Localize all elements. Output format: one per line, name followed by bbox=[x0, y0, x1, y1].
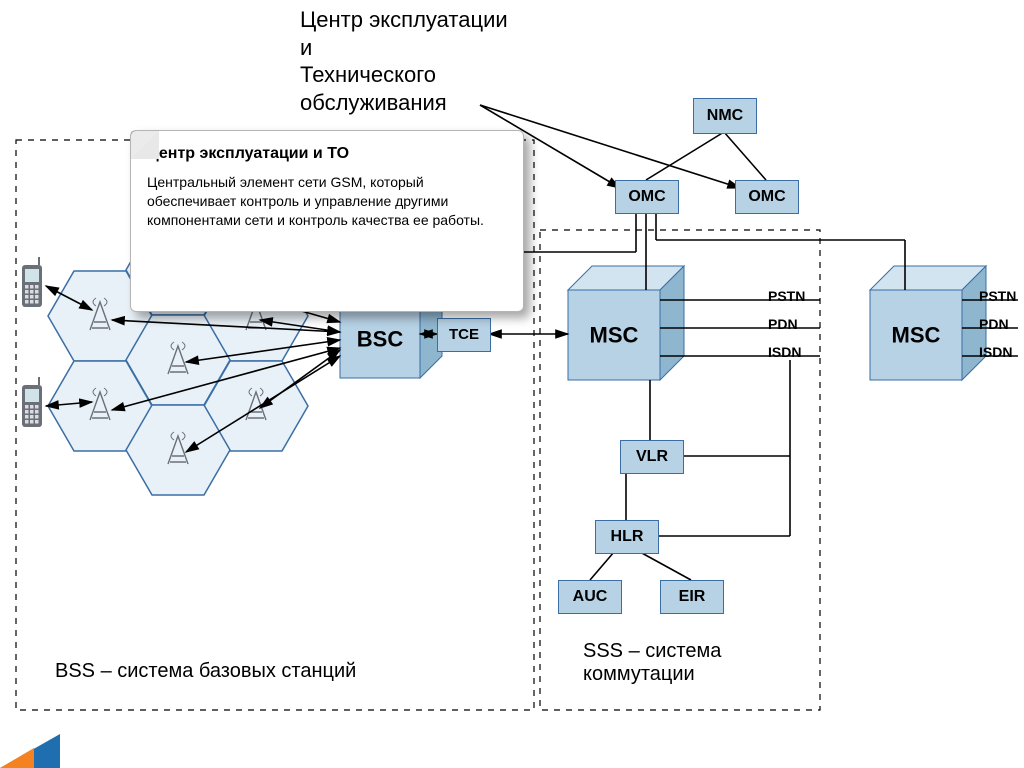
eir-box: EIR bbox=[660, 580, 724, 614]
diagram-title: Центр эксплуатациииТехническогообслужива… bbox=[300, 6, 508, 116]
svg-text:MSC: MSC bbox=[892, 322, 941, 347]
callout-body: Центральный элемент сети GSM, который об… bbox=[147, 173, 507, 230]
svg-layer: BSC MSC MSC bbox=[0, 0, 1024, 768]
net-label: PDN bbox=[768, 316, 798, 332]
net-label: ISDN bbox=[979, 344, 1012, 360]
nmc-box: NMC bbox=[693, 98, 757, 134]
omc-box-2: OMC bbox=[735, 180, 799, 214]
diagram-stage: { "canvas": { "width": 1024, "height": 7… bbox=[0, 0, 1024, 768]
net-label: PDN bbox=[979, 316, 1009, 332]
svg-text:MSC: MSC bbox=[590, 322, 639, 347]
slide-corner-orange-icon bbox=[0, 748, 34, 768]
net-label: ISDN bbox=[768, 344, 801, 360]
dogear-shadow-icon bbox=[131, 131, 159, 159]
vlr-label: VLR bbox=[636, 441, 668, 473]
callout-heading: Центр эксплуатации и ТО bbox=[147, 145, 507, 163]
tce-box: TCE bbox=[437, 318, 491, 352]
callout-note: Центр эксплуатации и ТО Центральный элем… bbox=[130, 130, 524, 312]
hlr-label: HLR bbox=[611, 521, 644, 553]
sss-region-label: SSS – системакоммутации bbox=[583, 640, 721, 686]
omc2-label: OMC bbox=[748, 181, 785, 213]
auc-label: AUC bbox=[573, 581, 608, 613]
bss-region-label: BSS – система базовых станций bbox=[55, 660, 356, 683]
auc-box: AUC bbox=[558, 580, 622, 614]
eir-label: EIR bbox=[679, 581, 706, 613]
hlr-box: HLR bbox=[595, 520, 659, 554]
omc-box-1: OMC bbox=[615, 180, 679, 214]
tce-label: TCE bbox=[449, 319, 479, 351]
svg-text:BSC: BSC bbox=[357, 326, 404, 351]
net-label: PSTN bbox=[979, 288, 1016, 304]
omc1-label: OMC bbox=[628, 181, 665, 213]
net-label: PSTN bbox=[768, 288, 805, 304]
vlr-box: VLR bbox=[620, 440, 684, 474]
nmc-label: NMC bbox=[707, 99, 743, 133]
